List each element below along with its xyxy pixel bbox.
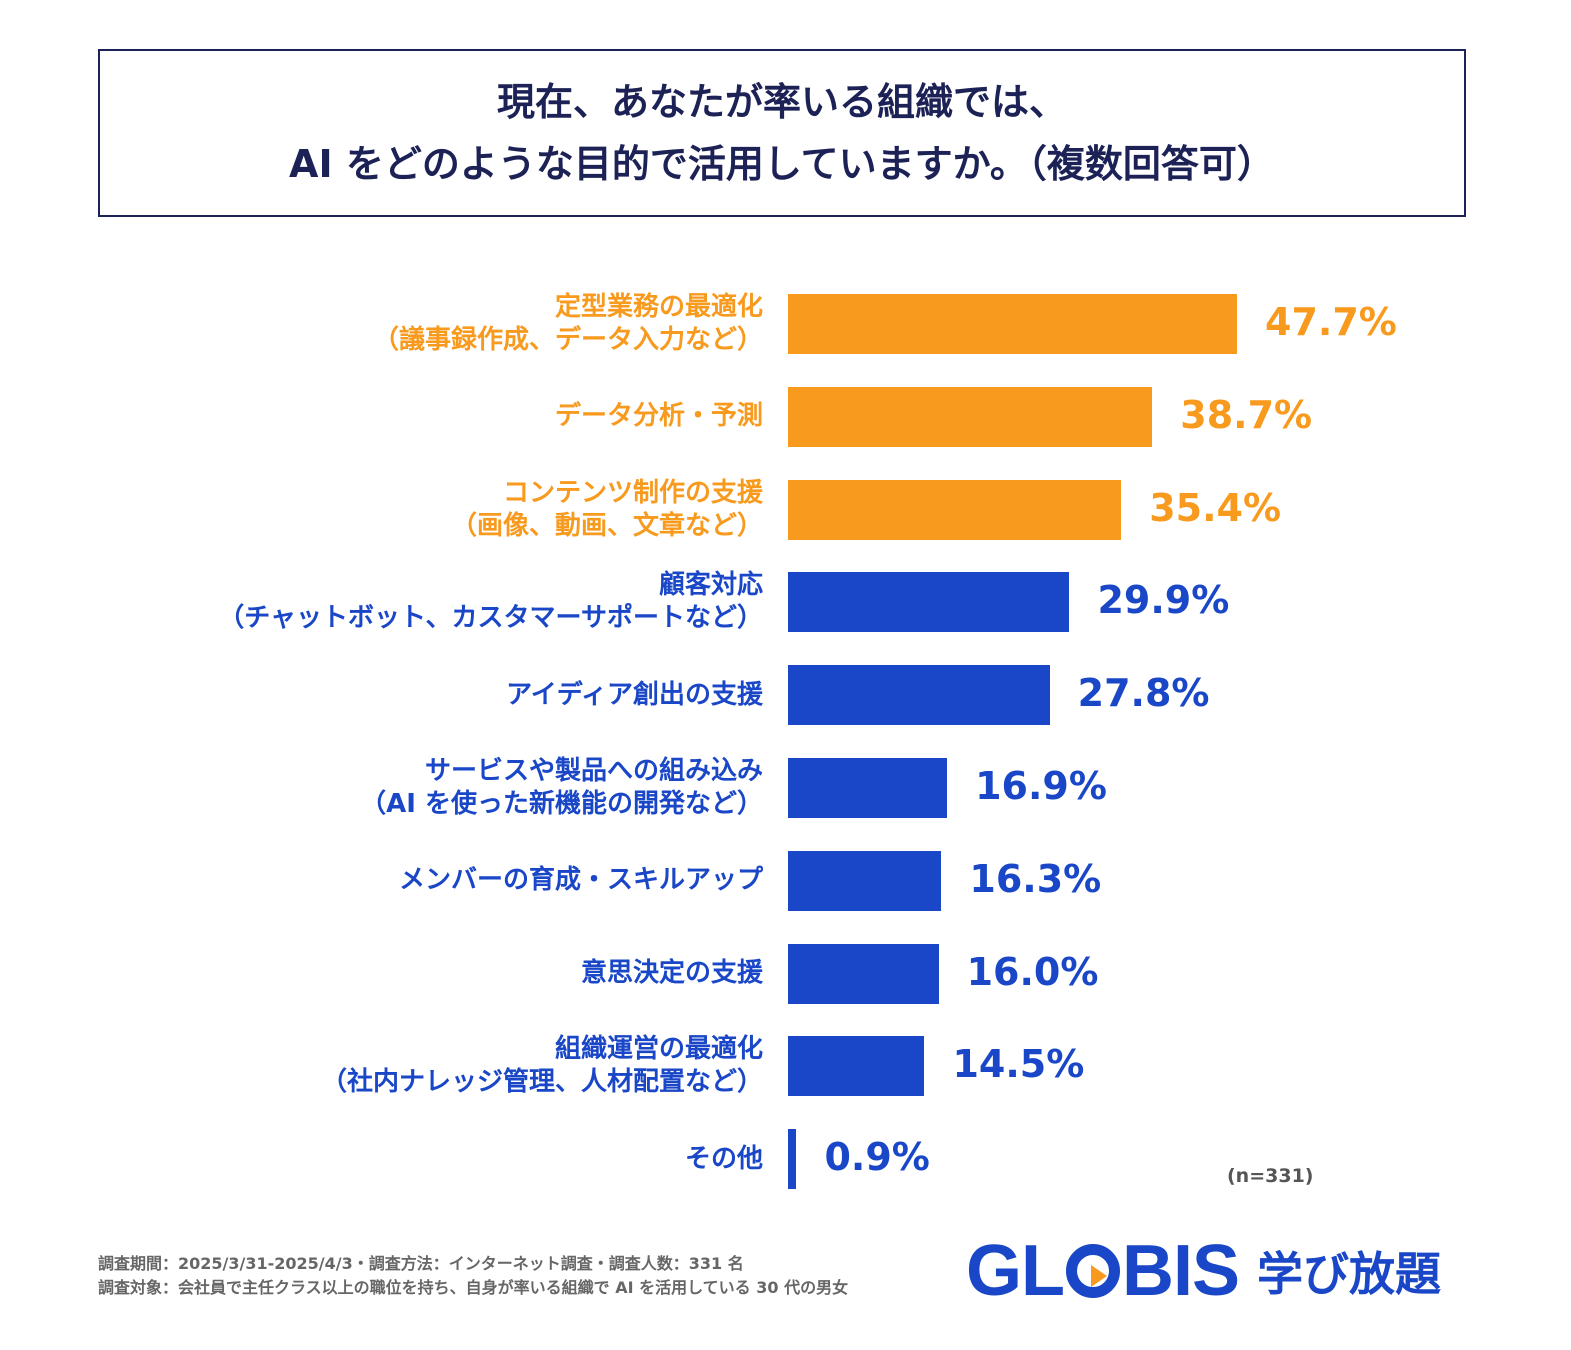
bar <box>788 665 1050 726</box>
bar <box>788 758 948 818</box>
category-label-line: 意思決定の支援 <box>580 958 763 989</box>
value-label: 16.9% <box>975 764 1107 808</box>
value-label: 47.7% <box>1265 300 1397 344</box>
value-label: 38.7% <box>1180 392 1313 437</box>
bar <box>788 1129 797 1190</box>
bar-chart: 定型業務の最適化 （議事録作成、データ入力など） 47.7% データ分析・予測 38.7… <box>218 291 1397 1190</box>
value-label: 27.8% <box>1077 671 1210 716</box>
category-label: 顧客対応 （チャットボット、カスタマーサポートなど） <box>218 569 763 635</box>
category-label-line: （画像、動画、文章など） <box>450 510 763 541</box>
value-label: 16.3% <box>969 856 1102 901</box>
title-line-2: AI をどのような目的で活用していますか。（複数回答可） <box>289 142 1275 186</box>
bar <box>788 294 1237 354</box>
category-label: 意思決定の支援 <box>581 957 763 990</box>
survey-footnote: 調査期間：2025/3/31-2025/4/3・調査方法：インターネット調査・調… <box>98 1252 848 1300</box>
logo-product: 学び放題 <box>1257 1247 1442 1301</box>
value-label: 16.0% <box>966 949 1099 994</box>
category-label-line: （AI を使った新機能の開発など） <box>360 789 763 819</box>
bar <box>788 479 1122 540</box>
play-icon <box>1065 1244 1120 1298</box>
title-line-1: 現在、あなたが率いる組織では、 <box>496 80 1067 124</box>
footnote-line-1: 調査期間：2025/3/31-2025/4/3・調査方法：インターネット調査・調… <box>98 1254 744 1273</box>
bar <box>788 386 1153 447</box>
category-label-line: （社内ナレッジ管理、人材配置など） <box>320 1067 763 1098</box>
globis-logo: GL BIS 学び放題 <box>966 1230 1441 1312</box>
category-label: 定型業務の最適化 （議事録作成、データ入力など） <box>373 291 763 357</box>
category-label: サービスや製品への組み込み （AI を使った新機能の開発など） <box>360 755 763 821</box>
category-label-line: データ分析・予測 <box>554 401 763 432</box>
category-label-line: 組織運営の最適化 <box>554 1034 763 1065</box>
value-label: 14.5% <box>952 1042 1085 1087</box>
bar <box>788 1036 925 1097</box>
bar <box>788 850 942 911</box>
category-label: コンテンツ制作の支援 （画像、動画、文章など） <box>451 477 763 543</box>
category-label: アイディア創出の支援 <box>506 679 763 712</box>
category-label-line: コンテンツ制作の支援 <box>502 477 763 508</box>
category-label: データ分析・予測 <box>555 400 763 433</box>
sample-size: (n=331) <box>1227 1165 1314 1187</box>
category-label-line: 顧客対応 <box>658 570 763 601</box>
value-label: 35.4% <box>1149 485 1282 530</box>
bar <box>788 572 1070 633</box>
logo-brand: GL BIS <box>966 1231 1240 1311</box>
category-label-line: サービスや製品への組み込み <box>424 756 763 786</box>
category-label-line: その他 <box>684 1143 763 1174</box>
footnote-line-2: 調査対象：会社員で主任クラス以上の職位を持ち、自身が率いる組織で AI を活用し… <box>98 1278 849 1297</box>
category-label-line: メンバーの育成・スキルアップ <box>398 865 763 896</box>
category-label-line: （議事録作成、データ入力など） <box>372 325 763 355</box>
bar <box>788 943 939 1004</box>
value-label: 29.9% <box>1097 578 1230 623</box>
category-label: メンバーの育成・スキルアップ <box>399 864 763 897</box>
chart-title: 現在、あなたが率いる組織では、 AI をどのような目的で活用していますか。（複数… <box>98 49 1466 217</box>
category-label-line: （チャットボット、カスタマーサポートなど） <box>218 603 763 634</box>
value-label: 0.9% <box>824 1135 930 1180</box>
category-label-line: アイディア創出の支援 <box>506 679 763 710</box>
category-label: その他 <box>685 1143 763 1176</box>
category-label-line: 定型業務の最適化 <box>554 292 763 322</box>
category-label: 組織運営の最適化 （社内ナレッジ管理、人材配置など） <box>321 1033 763 1099</box>
